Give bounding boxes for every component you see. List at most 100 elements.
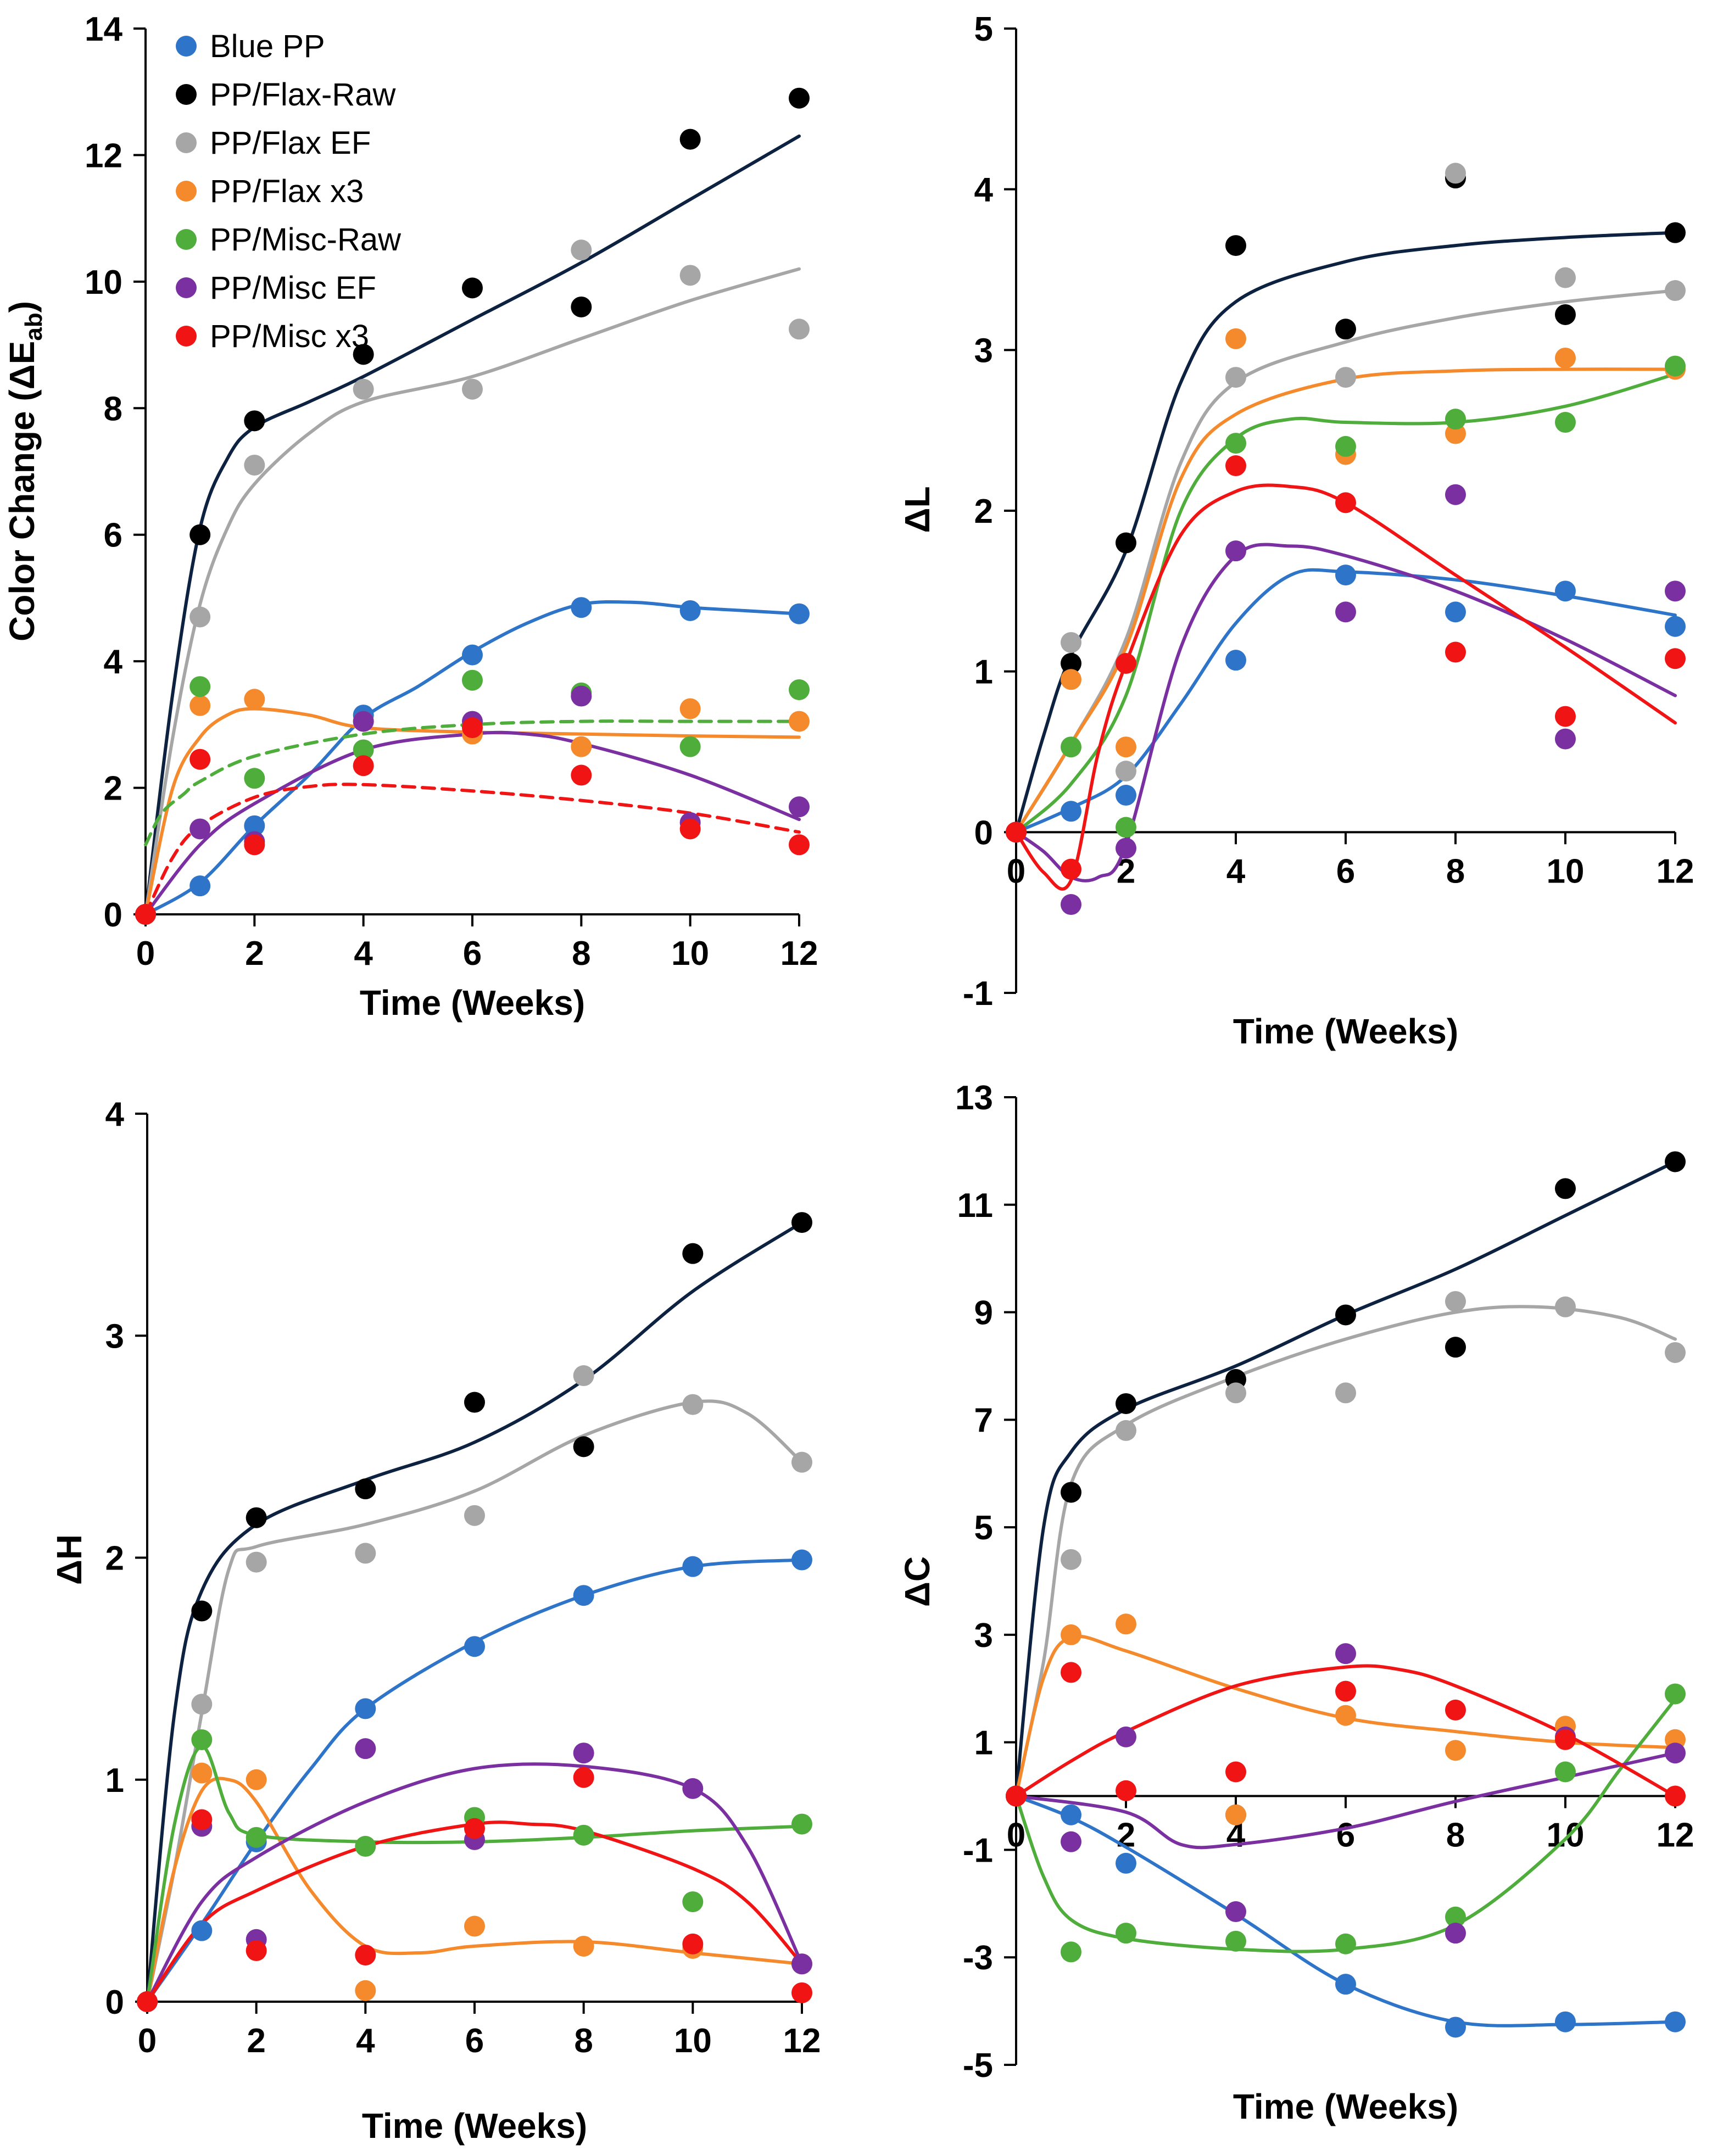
data-point [679, 698, 701, 719]
x-tick-label: 10 [1547, 852, 1585, 890]
data-point [791, 1982, 812, 2003]
data-point [1335, 1933, 1356, 1954]
data-point [355, 1543, 376, 1564]
data-point [1555, 304, 1576, 325]
y-tick-label: 13 [955, 1079, 993, 1117]
data-point [1335, 492, 1356, 513]
x-tick-label: 6 [463, 935, 482, 973]
data-point [246, 1827, 267, 1848]
y-axis-label: ΔC [897, 1556, 937, 1607]
series-fit-line [146, 1399, 804, 2003]
data-point [1225, 1382, 1246, 1404]
series-fit-line [144, 730, 801, 916]
y-axis-label: Color Change (ΔEab) [2, 301, 47, 641]
x-tick-label: 12 [1657, 1817, 1694, 1855]
data-point [682, 1394, 704, 1415]
legend-item: PP/Flax-Raw [176, 70, 401, 119]
data-point [355, 1980, 376, 2001]
data-point [1445, 1740, 1466, 1761]
data-point [1335, 435, 1356, 457]
data-point [682, 1556, 704, 1577]
data-point [571, 296, 592, 317]
data-point [1116, 761, 1136, 782]
data-point [1555, 728, 1576, 750]
data-point [462, 378, 483, 400]
series-fit-line [144, 783, 801, 916]
series-fit-line [144, 134, 801, 916]
data-point [1665, 1151, 1686, 1172]
data-point [1445, 423, 1466, 444]
y-tick-label: 11 [957, 1187, 993, 1225]
y-tick-label: 0 [974, 814, 993, 852]
y-tick-label: 14 [85, 10, 122, 48]
data-point [1061, 1831, 1081, 1852]
y-tick-label: -5 [963, 2047, 993, 2085]
data-point [189, 749, 211, 770]
data-point [462, 717, 483, 739]
data-point [244, 768, 265, 789]
data-point [1061, 1662, 1081, 1683]
x-tick-label: 0 [136, 935, 155, 973]
data-point [464, 1818, 485, 1839]
data-point [789, 796, 810, 818]
data-point [789, 711, 810, 732]
data-point [1335, 601, 1356, 623]
data-point [1445, 484, 1466, 505]
series-fit-line [1014, 1697, 1677, 1953]
data-point [679, 265, 701, 286]
data-point [679, 818, 701, 840]
y-tick-label: 0 [104, 896, 122, 934]
data-point [191, 1694, 213, 1715]
legend-item: PP/Misc-Raw [176, 215, 401, 264]
series-fit-line [1014, 483, 1677, 891]
data-point [1445, 2017, 1466, 2038]
data-point [355, 1698, 376, 1719]
data-point [189, 818, 211, 840]
x-axis-label: Time (Weeks) [1233, 1012, 1458, 1051]
data-point [1555, 2011, 1576, 2032]
y-tick-label: 6 [104, 517, 122, 555]
y-axis-label-end: ) [2, 301, 42, 312]
legend: Blue PP PP/Flax-Raw PP/Flax EF PP/Flax x3 PP… [176, 22, 401, 360]
series-fit-line [146, 1820, 804, 2003]
data-point [791, 1451, 812, 1473]
series-fit-line [144, 267, 801, 916]
data-point [1225, 1761, 1246, 1783]
data-point [1445, 1699, 1466, 1721]
data-point [191, 1600, 213, 1622]
data-point [1225, 650, 1246, 671]
x-tick-label: 12 [1657, 852, 1694, 890]
x-tick-label: 6 [1336, 852, 1355, 890]
data-point [1061, 894, 1081, 915]
x-tick-label: 10 [671, 935, 709, 973]
legend-item: PP/Misc x3 [176, 312, 401, 360]
y-tick-label: -1 [963, 1831, 993, 1869]
y-tick-label: 7 [974, 1401, 993, 1439]
data-point [1116, 1923, 1136, 1944]
data-point [791, 1212, 812, 1233]
data-point [1665, 355, 1686, 377]
data-point [244, 815, 265, 836]
x-tick-label: 8 [1446, 1817, 1465, 1855]
data-point [571, 597, 592, 618]
series-fit-line [146, 1762, 804, 2003]
data-point [1116, 653, 1136, 674]
data-point [1006, 1785, 1027, 1807]
legend-item: PP/Misc EF [176, 264, 401, 312]
y-tick-label: 0 [105, 1984, 124, 2021]
data-point [1445, 1291, 1466, 1312]
data-point [1225, 1930, 1246, 1952]
data-point [1445, 163, 1466, 184]
data-point [246, 1940, 267, 1962]
x-axis-label: Time (Weeks) [362, 2106, 587, 2146]
data-point [464, 1505, 485, 1526]
data-point [244, 834, 265, 856]
data-point [1335, 367, 1356, 388]
data-point [1061, 736, 1081, 758]
data-point [191, 1729, 213, 1750]
data-point [789, 319, 810, 340]
data-point [353, 378, 374, 400]
data-point [679, 736, 701, 757]
